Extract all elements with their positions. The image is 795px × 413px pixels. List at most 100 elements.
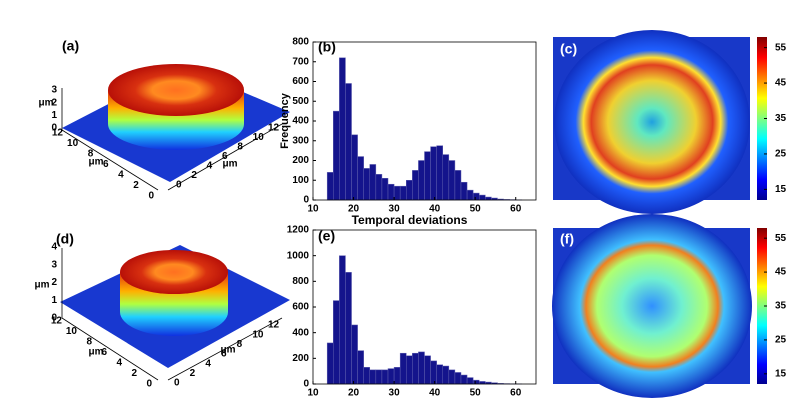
colorbar-tick-label: 35 [775, 301, 787, 312]
x-tick-label: 6 [103, 159, 109, 170]
bar [387, 183, 395, 201]
bar [412, 352, 419, 385]
panel-label: (c) [560, 41, 577, 57]
y-tick-label: 1200 [287, 225, 310, 236]
bar [393, 367, 401, 385]
y-tick-label: 6 [221, 349, 227, 360]
bar [460, 374, 468, 385]
y-tick-label: 0 [303, 379, 309, 390]
colorbar [757, 228, 767, 384]
y-tick-label: 8 [237, 142, 243, 153]
bar [357, 350, 364, 385]
bar [339, 57, 346, 201]
bar [375, 369, 383, 385]
y-tick-label: 400 [292, 116, 309, 127]
y-tick-label: 1000 [287, 250, 310, 261]
bar [339, 255, 346, 385]
colorbar-tick-label: 55 [775, 233, 787, 244]
z-tick-label: 0 [51, 123, 57, 134]
y-tick-label: 12 [268, 320, 280, 331]
x-tick-label: 4 [118, 170, 124, 181]
x-tick-label: 10 [67, 138, 79, 149]
z-tick-label: 1 [51, 295, 57, 306]
bar [478, 194, 486, 201]
bar [333, 300, 340, 385]
bar [406, 180, 413, 201]
bar [418, 160, 425, 201]
bar [345, 83, 352, 201]
axis-unit: μm [88, 157, 103, 168]
axis-unit: μm [220, 345, 235, 356]
x-tick-label: 4 [116, 358, 122, 369]
y-axis-label: Frequency [279, 92, 291, 149]
y-tick-label: 2 [191, 170, 197, 181]
x-tick-label: 2 [133, 180, 139, 191]
x-tick-label: 20 [348, 388, 360, 399]
bar [326, 172, 334, 201]
bar [454, 170, 462, 201]
axis-unit: μm [38, 98, 53, 109]
bar [406, 355, 413, 385]
y-tick-label: 300 [292, 135, 309, 146]
bar [448, 369, 456, 385]
x-tick-label: 6 [101, 347, 107, 358]
bar [363, 168, 371, 201]
bar [442, 365, 450, 385]
image [554, 30, 750, 214]
bar [399, 352, 407, 385]
y-tick-label: 4 [207, 161, 213, 172]
bar [424, 355, 431, 385]
bar [326, 342, 334, 385]
y-tick-label: 10 [253, 132, 265, 143]
bar [436, 364, 443, 385]
y-tick-label: 400 [292, 327, 309, 338]
colorbar-tick-label: 15 [775, 184, 787, 195]
bar [436, 145, 443, 201]
x-tick-label: 40 [429, 204, 441, 215]
bar [381, 369, 389, 385]
bar [454, 372, 462, 385]
z-tick-label: 2 [51, 277, 57, 288]
colorbar-tick-label: 35 [775, 113, 787, 124]
colorbar-tick-label: 25 [775, 335, 787, 346]
panel-label: (a) [62, 38, 79, 54]
y-tick-label: 800 [292, 37, 309, 48]
z-tick-label: 0 [51, 313, 57, 324]
surface-plot [60, 245, 290, 381]
y-tick-label: 700 [292, 56, 309, 67]
bar [381, 178, 389, 201]
image [552, 214, 752, 398]
bar [412, 170, 419, 201]
bar [485, 196, 492, 201]
bar [472, 379, 480, 385]
y-tick-label: 0 [174, 378, 180, 389]
bar [357, 156, 364, 201]
axis-unit: μm [88, 347, 103, 358]
x-tick-label: 0 [146, 379, 152, 390]
bar [345, 272, 352, 385]
colorbar-tick-label: 45 [775, 78, 787, 89]
panel-label: (f) [560, 231, 574, 247]
x-tick-label: 8 [88, 149, 94, 160]
axis-unit: μm [222, 159, 237, 170]
y-tick-label: 0 [303, 195, 309, 206]
panel-label: (b) [318, 39, 336, 55]
x-tick-label: 30 [389, 388, 401, 399]
x-tick-label: 10 [307, 388, 319, 399]
bar [369, 369, 377, 385]
y-tick-label: 6 [222, 151, 228, 162]
x-tick-label: 12 [52, 128, 64, 139]
y-tick-label: 200 [292, 353, 309, 364]
colorbar-tick-label: 55 [775, 42, 787, 53]
bar [351, 324, 358, 385]
y-tick-label: 500 [292, 96, 309, 107]
colorbar-tick-label: 45 [775, 267, 787, 278]
bar [375, 174, 383, 201]
y-tick-label: 4 [205, 358, 211, 369]
bar [333, 110, 340, 201]
bar [369, 164, 377, 201]
bar [460, 181, 468, 201]
y-tick-label: 12 [268, 123, 280, 134]
z-tick-label: 4 [51, 242, 57, 253]
